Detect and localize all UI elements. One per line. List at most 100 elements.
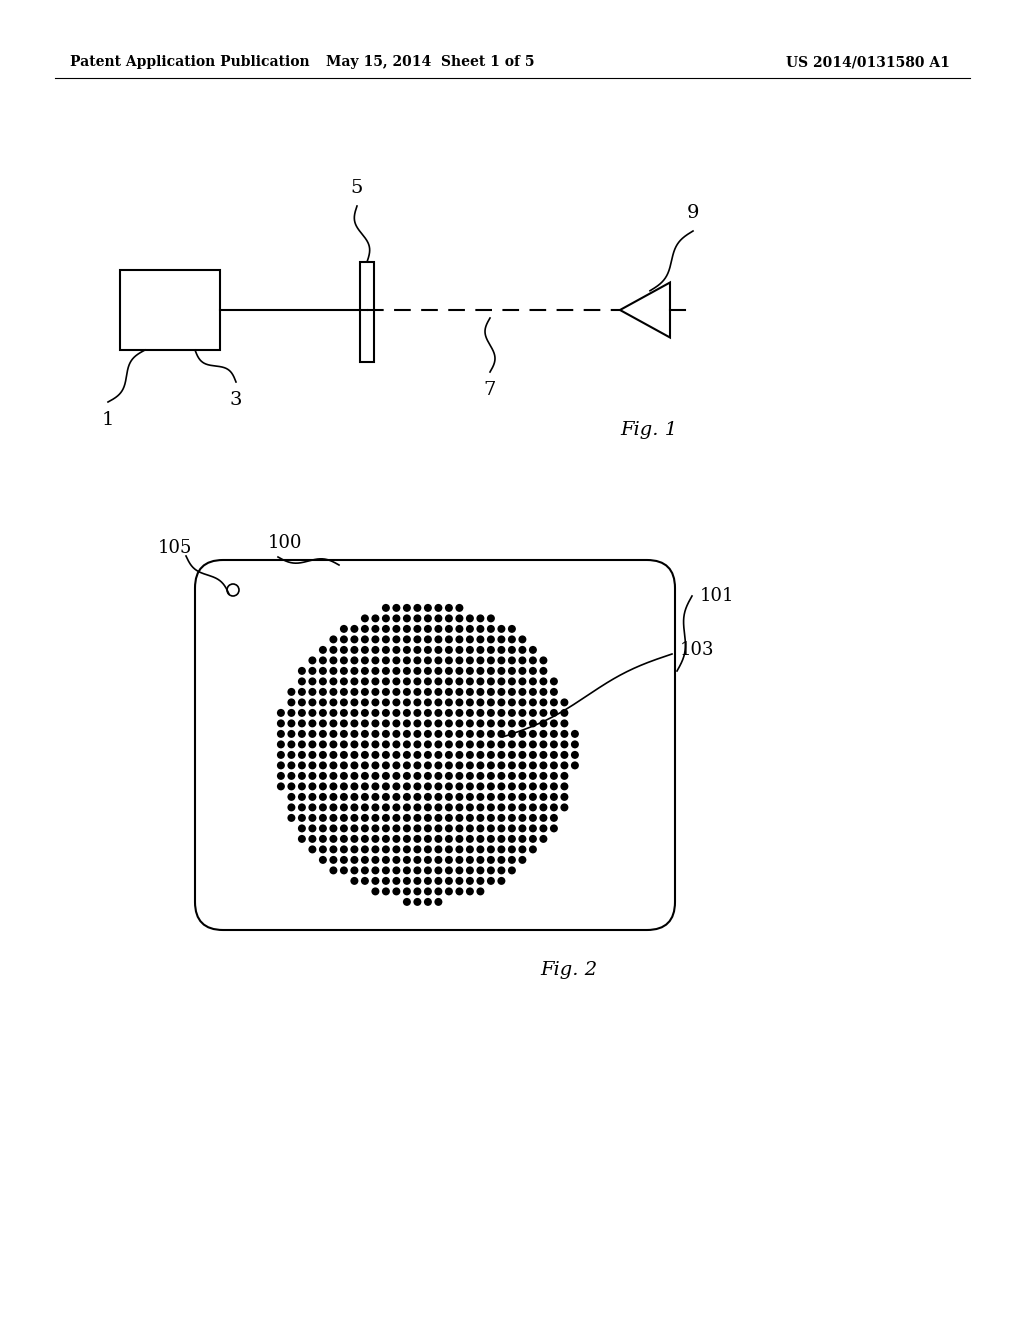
Circle shape [498, 866, 506, 874]
Circle shape [456, 645, 464, 653]
Circle shape [540, 793, 548, 801]
Circle shape [288, 719, 295, 727]
Circle shape [392, 677, 400, 685]
Circle shape [518, 836, 526, 843]
Circle shape [382, 645, 390, 653]
Circle shape [434, 719, 442, 727]
Circle shape [318, 688, 327, 696]
Text: May 15, 2014  Sheet 1 of 5: May 15, 2014 Sheet 1 of 5 [326, 55, 535, 69]
Circle shape [518, 751, 526, 759]
Circle shape [529, 772, 537, 780]
Circle shape [298, 688, 306, 696]
Circle shape [498, 698, 506, 706]
Circle shape [308, 677, 316, 685]
Circle shape [456, 605, 464, 612]
Circle shape [298, 836, 306, 843]
Circle shape [486, 836, 495, 843]
Circle shape [414, 688, 422, 696]
Circle shape [392, 605, 400, 612]
Circle shape [444, 645, 453, 653]
Circle shape [340, 825, 348, 833]
Circle shape [456, 614, 464, 623]
Circle shape [392, 741, 400, 748]
Circle shape [340, 751, 348, 759]
Circle shape [424, 698, 432, 706]
Circle shape [372, 667, 380, 675]
Circle shape [392, 793, 400, 801]
Circle shape [308, 814, 316, 822]
Circle shape [486, 624, 495, 632]
Text: US 2014/0131580 A1: US 2014/0131580 A1 [786, 55, 950, 69]
Circle shape [340, 656, 348, 664]
Circle shape [350, 855, 358, 863]
Circle shape [402, 719, 411, 727]
Circle shape [518, 709, 526, 717]
Text: Fig. 2: Fig. 2 [540, 961, 597, 979]
Circle shape [476, 677, 484, 685]
Circle shape [318, 645, 327, 653]
Circle shape [529, 667, 537, 675]
Circle shape [308, 836, 316, 843]
Circle shape [318, 667, 327, 675]
Circle shape [372, 845, 380, 854]
Circle shape [456, 688, 464, 696]
Circle shape [382, 825, 390, 833]
Circle shape [476, 656, 484, 664]
Circle shape [508, 741, 516, 748]
Circle shape [476, 741, 484, 748]
Circle shape [466, 667, 474, 675]
Circle shape [434, 898, 442, 906]
Circle shape [434, 783, 442, 791]
Circle shape [360, 624, 369, 632]
Circle shape [444, 804, 453, 812]
Circle shape [402, 614, 411, 623]
Circle shape [382, 656, 390, 664]
Circle shape [518, 783, 526, 791]
Circle shape [414, 667, 422, 675]
Circle shape [424, 605, 432, 612]
Circle shape [508, 836, 516, 843]
Circle shape [550, 677, 558, 685]
Circle shape [414, 605, 422, 612]
Circle shape [414, 866, 422, 874]
Circle shape [308, 751, 316, 759]
Circle shape [372, 804, 380, 812]
Circle shape [318, 793, 327, 801]
Circle shape [402, 772, 411, 780]
Circle shape [486, 719, 495, 727]
Circle shape [372, 730, 380, 738]
Circle shape [350, 635, 358, 643]
Circle shape [424, 887, 432, 895]
Circle shape [382, 698, 390, 706]
Circle shape [466, 656, 474, 664]
Circle shape [444, 605, 453, 612]
Circle shape [360, 772, 369, 780]
Circle shape [529, 719, 537, 727]
Circle shape [340, 836, 348, 843]
Circle shape [434, 667, 442, 675]
Circle shape [434, 772, 442, 780]
Circle shape [434, 645, 442, 653]
Circle shape [350, 719, 358, 727]
Circle shape [444, 814, 453, 822]
Circle shape [498, 688, 506, 696]
Circle shape [288, 814, 295, 822]
Circle shape [466, 783, 474, 791]
Circle shape [372, 698, 380, 706]
Circle shape [571, 741, 579, 748]
Circle shape [476, 667, 484, 675]
Circle shape [444, 783, 453, 791]
Circle shape [434, 762, 442, 770]
Circle shape [434, 866, 442, 874]
Circle shape [456, 656, 464, 664]
Circle shape [424, 836, 432, 843]
Circle shape [402, 898, 411, 906]
Circle shape [318, 825, 327, 833]
Circle shape [476, 698, 484, 706]
Circle shape [360, 814, 369, 822]
Circle shape [392, 719, 400, 727]
Circle shape [476, 719, 484, 727]
Circle shape [350, 845, 358, 854]
Circle shape [350, 677, 358, 685]
Circle shape [424, 667, 432, 675]
